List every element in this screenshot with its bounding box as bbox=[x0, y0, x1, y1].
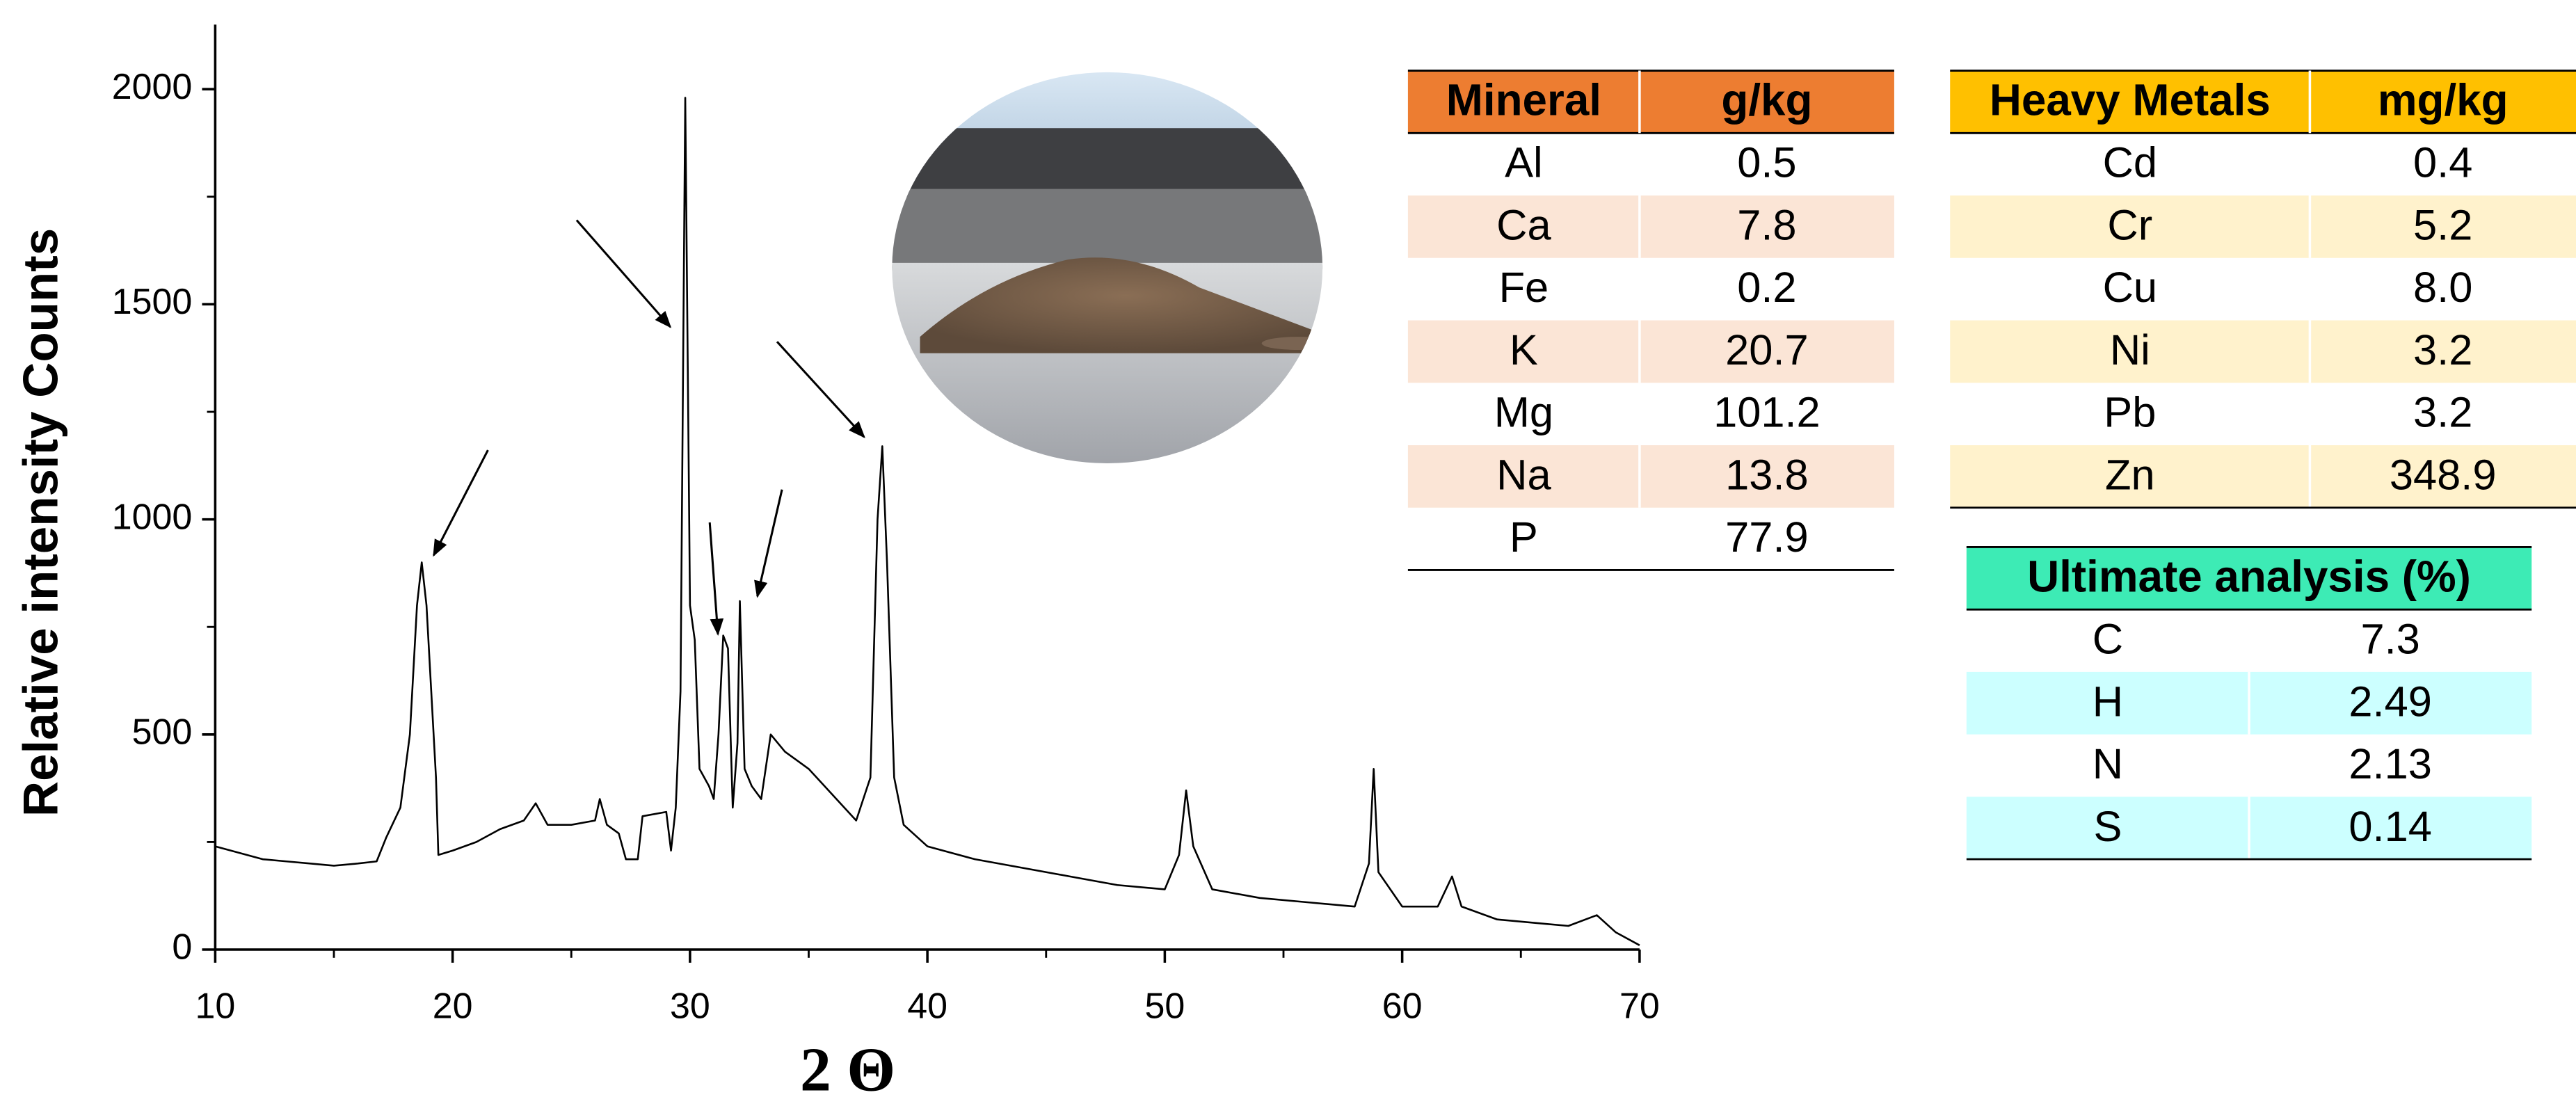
table-cell: Na bbox=[1496, 451, 1551, 499]
table-cell: 13.8 bbox=[1725, 451, 1808, 499]
table-cell: 3.2 bbox=[2413, 389, 2472, 437]
table-stripe bbox=[1407, 445, 1894, 508]
table-cell: 348.9 bbox=[2390, 451, 2497, 499]
table-cell: H bbox=[2093, 678, 2123, 726]
xrd-line bbox=[215, 97, 1640, 946]
table-cell: P bbox=[1510, 513, 1538, 561]
table-cell: Ca bbox=[1496, 201, 1551, 249]
table-cell: Cr bbox=[2107, 201, 2152, 249]
table-cell: Al bbox=[1505, 139, 1543, 187]
table-cell: 8.0 bbox=[2413, 264, 2472, 312]
table-stripe bbox=[1950, 195, 2576, 258]
table-stripe bbox=[1407, 195, 1894, 258]
table-cell: Cd bbox=[2103, 139, 2157, 187]
table-header-text: mg/kg bbox=[2378, 75, 2509, 125]
x-axis-title: 2 Θ bbox=[800, 1035, 895, 1104]
table-cell: 20.7 bbox=[1725, 326, 1808, 374]
sample-photo bbox=[892, 72, 1323, 463]
table-cell: 2.13 bbox=[2349, 740, 2431, 788]
y-tick-label: 0 bbox=[172, 927, 192, 968]
table-stripe bbox=[1950, 445, 2576, 508]
table-cell: N bbox=[2093, 740, 2123, 788]
table-stripe bbox=[1407, 320, 1894, 383]
table-cell: 7.8 bbox=[1737, 201, 1796, 249]
table-cell: Fe bbox=[1499, 264, 1549, 312]
x-tick-label: 60 bbox=[1382, 986, 1423, 1027]
x-tick-label: 70 bbox=[1619, 986, 1660, 1027]
table-cell: Mg bbox=[1494, 389, 1553, 437]
x-tick-label: 30 bbox=[670, 986, 710, 1027]
table-cell: Zn bbox=[2105, 451, 2155, 499]
table-stripe bbox=[1950, 320, 2576, 383]
table-cell: 7.3 bbox=[2360, 616, 2419, 664]
x-tick-label: 40 bbox=[907, 986, 947, 1027]
table-header-text: g/kg bbox=[1721, 75, 1812, 125]
table-header-text: Mineral bbox=[1446, 75, 1601, 125]
table-cell: 0.14 bbox=[2349, 803, 2431, 851]
table-cell: 3.2 bbox=[2413, 326, 2472, 374]
y-tick-label: 1000 bbox=[112, 497, 193, 537]
peak-arrows bbox=[433, 219, 865, 637]
table-cell: S bbox=[2093, 803, 2122, 851]
table-cell: 77.9 bbox=[1725, 513, 1808, 561]
table-header bbox=[1950, 70, 2576, 134]
table-header bbox=[1407, 70, 1894, 134]
x-tick-label: 50 bbox=[1144, 986, 1185, 1027]
y-tick-label: 1500 bbox=[112, 282, 193, 322]
table-cell: Ni bbox=[2110, 326, 2150, 374]
x-tick-label: 10 bbox=[195, 986, 235, 1027]
table-header bbox=[1966, 547, 2532, 610]
table-cell: 0.2 bbox=[1737, 264, 1796, 312]
table-cell: 0.4 bbox=[2413, 139, 2472, 187]
table-cell: 0.5 bbox=[1737, 139, 1796, 187]
table-cell: Pb bbox=[2104, 389, 2156, 437]
table-cell: 2.49 bbox=[2349, 678, 2431, 726]
table-cell: 5.2 bbox=[2413, 201, 2472, 249]
table-cell: K bbox=[1510, 326, 1538, 374]
table-header-text: Heavy Metals bbox=[1990, 75, 2271, 125]
y-tick-label: 2000 bbox=[112, 67, 193, 107]
y-axis-title: Relative intensity Counts bbox=[13, 228, 68, 817]
x-tick-label: 20 bbox=[433, 986, 473, 1027]
table-cell: 101.2 bbox=[1713, 389, 1821, 437]
table-header-text: Ultimate analysis (%) bbox=[2027, 551, 2471, 601]
table-cell: C bbox=[2093, 616, 2123, 664]
table-cell: Cu bbox=[2103, 264, 2157, 312]
y-tick-label: 500 bbox=[132, 712, 193, 753]
